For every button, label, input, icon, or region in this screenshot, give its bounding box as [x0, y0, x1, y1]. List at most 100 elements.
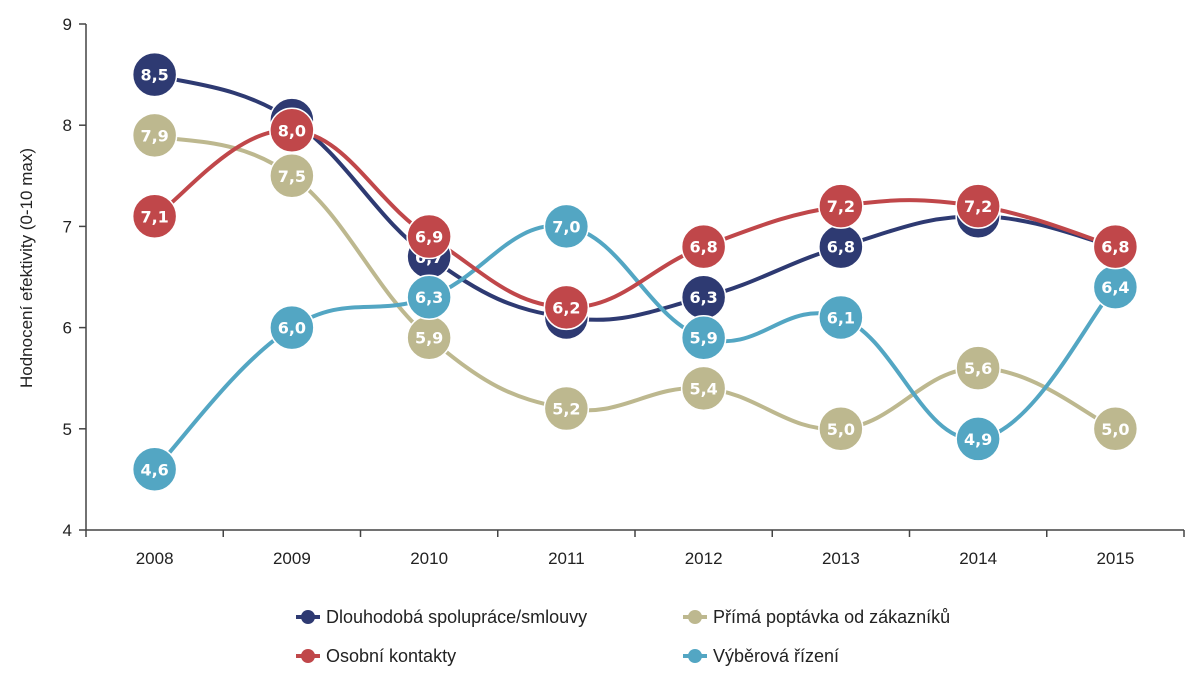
point-marker — [131, 112, 178, 159]
data-point: 5,4 — [680, 365, 727, 412]
data-point: 4,9 — [955, 416, 1001, 462]
data-label: 7,2 — [964, 197, 992, 216]
data-label: 6,4 — [1101, 278, 1129, 297]
data-label: 6,0 — [278, 319, 306, 338]
data-label: 4,9 — [964, 430, 992, 449]
x-tick-label: 2008 — [136, 549, 174, 568]
point-marker — [680, 365, 727, 412]
data-label: 8,0 — [278, 121, 306, 140]
data-point: 6,3 — [680, 274, 727, 320]
point-marker — [1092, 223, 1139, 270]
data-label: 5,0 — [1101, 420, 1129, 439]
data-point: 7,5 — [269, 153, 315, 199]
y-tick-label: 5 — [63, 420, 72, 439]
point-marker — [955, 416, 1001, 462]
data-label: 6,8 — [827, 238, 855, 257]
data-label: 5,9 — [689, 329, 717, 348]
data-label: 7,2 — [827, 197, 855, 216]
point-marker — [1092, 406, 1139, 452]
legend-marker — [301, 610, 315, 624]
data-label: 5,0 — [827, 420, 855, 439]
data-point: 6,1 — [818, 294, 864, 341]
point-marker — [818, 406, 864, 452]
point-marker — [543, 385, 590, 432]
data-point: 5,6 — [955, 345, 1001, 391]
data-label: 6,8 — [689, 238, 717, 257]
data-point: 6,0 — [269, 304, 315, 351]
data-label: 5,6 — [964, 359, 992, 378]
point-marker — [955, 183, 1001, 229]
x-tick-label: 2015 — [1096, 549, 1134, 568]
legend-marker — [688, 610, 702, 624]
data-label: 8,5 — [140, 66, 168, 85]
data-point: 5,9 — [680, 314, 727, 361]
data-label: 6,9 — [415, 228, 443, 247]
data-label: 6,2 — [552, 298, 580, 317]
point-marker — [543, 284, 590, 331]
point-marker — [406, 213, 452, 260]
legend-label: Přímá poptávka od zákazníků — [713, 607, 950, 627]
data-point: 6,8 — [680, 223, 727, 270]
data-label: 6,3 — [415, 288, 443, 307]
data-label: 6,8 — [1101, 238, 1129, 257]
data-label: 5,4 — [689, 379, 717, 398]
point-marker — [269, 304, 315, 351]
series-points: 8,56,76,16,36,87,17,97,55,95,25,45,05,65… — [131, 51, 1139, 493]
data-point: 6,2 — [543, 284, 590, 331]
point-marker — [269, 153, 315, 199]
point-marker — [955, 345, 1001, 391]
x-tick-label: 2009 — [273, 549, 311, 568]
data-point: 7,2 — [818, 183, 864, 229]
data-label: 6,3 — [689, 288, 717, 307]
data-point: 7,2 — [955, 183, 1001, 229]
data-point: 6,8 — [1092, 223, 1139, 270]
data-point: 7,9 — [131, 112, 178, 159]
point-marker — [680, 314, 727, 361]
point-marker — [131, 51, 178, 98]
data-label: 7,5 — [278, 167, 306, 186]
point-marker — [269, 107, 315, 154]
data-point: 4,6 — [131, 446, 178, 493]
data-label: 7,9 — [140, 126, 168, 145]
data-point: 6,9 — [406, 213, 452, 260]
data-label: 6,1 — [827, 308, 855, 327]
data-label: 4,6 — [140, 460, 168, 479]
legend-marker — [688, 649, 702, 663]
data-label: 7,0 — [552, 217, 580, 236]
data-point: 7,0 — [543, 203, 590, 250]
axes: 4 5 6 7 8 9 2008 2009 2010 2011 2012 2013 2014 2015 — [63, 15, 1185, 568]
data-label: 5,9 — [415, 329, 443, 348]
data-point: 5,0 — [1092, 406, 1139, 452]
data-point: 8,5 — [131, 51, 178, 98]
legend-marker — [301, 649, 315, 663]
y-tick-label: 4 — [63, 521, 72, 540]
legend: Dlouhodobá spolupráce/smlouvy Přímá poptá… — [296, 607, 950, 666]
point-marker — [406, 274, 452, 320]
x-tick-label: 2010 — [410, 549, 448, 568]
data-point: 5,2 — [543, 385, 590, 432]
data-point: 8,0 — [269, 107, 315, 154]
data-label: 7,1 — [140, 207, 168, 226]
legend-item: Dlouhodobá spolupráce/smlouvy — [296, 607, 587, 627]
x-tick-label: 2014 — [959, 549, 997, 568]
legend-label: Dlouhodobá spolupráce/smlouvy — [326, 607, 587, 627]
x-tick-label: 2011 — [548, 549, 585, 568]
data-point: 5,9 — [406, 314, 452, 361]
point-marker — [543, 203, 590, 250]
legend-label: Osobní kontakty — [326, 646, 456, 666]
point-marker — [818, 294, 864, 341]
y-tick-label: 9 — [63, 15, 72, 34]
data-point: 7,1 — [131, 193, 178, 240]
point-marker — [131, 193, 178, 240]
point-marker — [818, 183, 864, 229]
data-point: 6,8 — [818, 223, 864, 270]
legend-label: Výběrová řízení — [713, 646, 839, 666]
point-marker — [680, 223, 727, 270]
y-tick-label: 6 — [63, 319, 72, 338]
y-tick-label: 8 — [63, 116, 72, 135]
legend-item: Přímá poptávka od zákazníků — [683, 607, 950, 627]
data-point: 6,3 — [406, 274, 452, 320]
y-tick-label: 7 — [63, 217, 72, 236]
data-label: 5,2 — [552, 400, 580, 419]
